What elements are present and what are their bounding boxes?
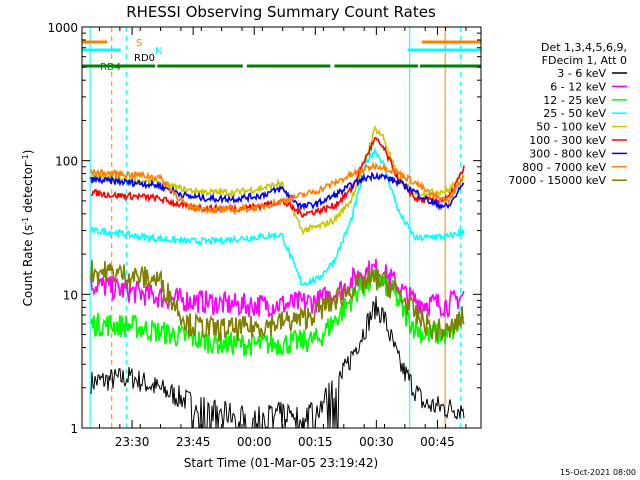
- series-line-1: [90, 258, 465, 319]
- legend-entry-7: 800 - 7000 keV: [522, 161, 606, 174]
- y-tick-label-1: 10: [63, 288, 78, 302]
- legend-entry-2: 12 - 25 keV: [543, 94, 606, 107]
- series-line-0: [90, 296, 465, 429]
- legend-entry-3: 25 - 50 keV: [543, 107, 606, 120]
- y-axis-label: Count Rate (s-1 detector-1): [21, 150, 35, 307]
- status-bar-label-1: N: [155, 46, 162, 57]
- x-tick-label-5: 00:45: [420, 435, 455, 449]
- x-axis-label: Start Time (01-Mar-05 23:19:42): [184, 456, 378, 470]
- series-line-4: [90, 125, 465, 236]
- y-tick-label-0: 1: [70, 422, 78, 436]
- y-axis: 1 10 100 1000: [47, 21, 481, 436]
- series-line-6: [90, 171, 465, 212]
- legend: Det 1,3,4,5,6,9, FDecim 1, Att 0 3 - 6 k…: [508, 41, 627, 187]
- x-tick-label-0: 23:30: [115, 435, 150, 449]
- series-line-3: [90, 148, 465, 287]
- y-tick-label-3: 1000: [47, 21, 78, 35]
- x-tick-label-1: 23:45: [176, 435, 211, 449]
- x-tick-label-4: 00:30: [359, 435, 394, 449]
- status-bar-label-3: RD4: [100, 62, 121, 73]
- legend-entry-6: 300 - 800 keV: [529, 147, 606, 160]
- plot-frame: [81, 26, 482, 429]
- legend-entry-1: 6 - 12 keV: [550, 80, 606, 93]
- chart-title: RHESSI Observing Summary Count Rates: [126, 3, 436, 21]
- y-tick-label-2: 100: [55, 155, 78, 169]
- legend-entry-0: 3 - 6 keV: [557, 67, 606, 80]
- status-bar-label-0: S: [136, 38, 142, 49]
- legend-header-attenuator: FDecim 1, Att 0: [542, 54, 627, 67]
- series-line-8: [90, 259, 465, 343]
- series-line-7: [90, 160, 465, 216]
- legend-entry-4: 50 - 100 keV: [536, 121, 606, 134]
- footer-timestamp: 15-Oct-2021 08:00: [560, 468, 636, 477]
- legend-entry-8: 7000 - 15000 keV: [508, 174, 606, 187]
- status-bar-label-2: RD0: [134, 53, 155, 64]
- series-line-2: [90, 267, 465, 357]
- x-tick-label-2: 00:00: [237, 435, 272, 449]
- x-tick-label-3: 00:15: [298, 435, 333, 449]
- x-axis: 23:30 23:45 00:00 00:15 00:30 00:45: [99, 27, 467, 449]
- legend-header-detectors: Det 1,3,4,5,6,9,: [541, 41, 627, 54]
- legend-entry-5: 100 - 300 keV: [529, 134, 606, 147]
